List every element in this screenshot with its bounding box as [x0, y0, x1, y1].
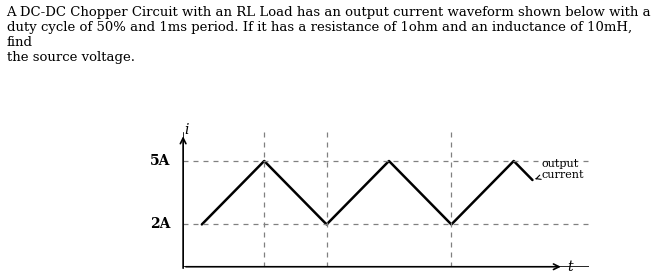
- Text: 5A: 5A: [150, 154, 171, 168]
- Text: 2A: 2A: [150, 218, 171, 232]
- Text: output
current: output current: [536, 159, 584, 180]
- Text: A DC-DC Chopper Circuit with an RL Load has an output current waveform shown bel: A DC-DC Chopper Circuit with an RL Load …: [7, 6, 651, 64]
- Text: i: i: [184, 123, 188, 137]
- Text: t: t: [567, 260, 572, 274]
